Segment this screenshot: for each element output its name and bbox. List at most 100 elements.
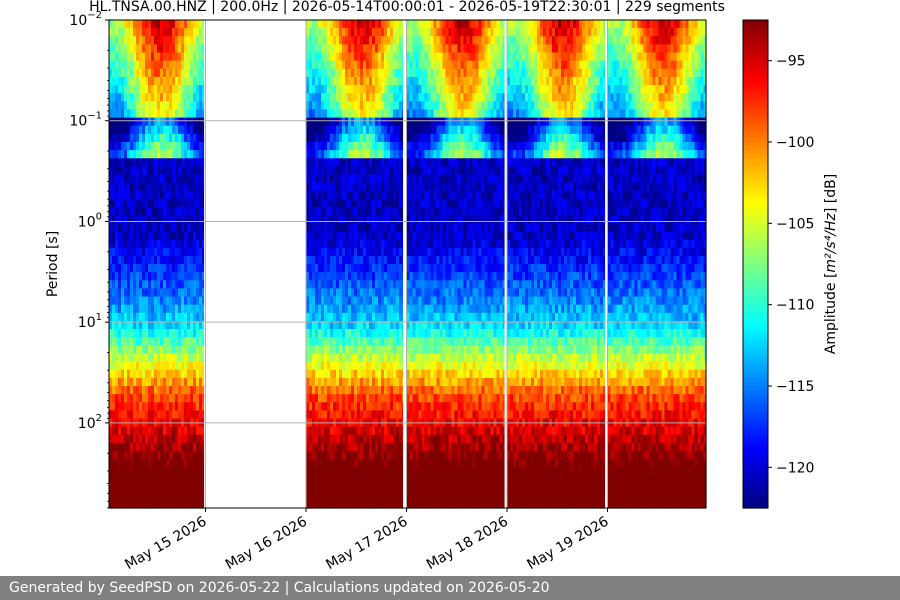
heatmap-cell xyxy=(323,304,328,314)
heatmap-cell xyxy=(163,44,167,54)
heatmap-cell xyxy=(323,312,328,322)
heatmap-cell xyxy=(430,207,435,216)
heatmap-cell xyxy=(448,93,453,102)
heatmap-cell xyxy=(356,52,361,62)
heatmap-cell xyxy=(314,280,319,289)
heatmap-cell xyxy=(127,483,131,493)
heatmap-cell xyxy=(427,337,432,346)
heatmap-cell xyxy=(356,345,361,355)
heatmap-cell xyxy=(130,255,134,265)
heatmap-cell xyxy=(175,36,179,45)
heatmap-cell xyxy=(392,207,397,216)
heatmap-cell xyxy=(347,394,352,403)
heatmap-cell xyxy=(433,166,438,176)
heatmap-cell xyxy=(166,369,170,379)
heatmap-cell xyxy=(163,410,167,420)
heatmap-cell xyxy=(433,483,438,493)
heatmap-cell xyxy=(311,190,316,200)
heatmap-cell xyxy=(335,320,340,330)
heatmap-cell xyxy=(380,296,385,306)
heatmap-cell xyxy=(139,20,143,29)
heatmap-cell xyxy=(130,442,134,452)
heatmap-cell xyxy=(154,68,158,78)
heatmap-cell xyxy=(368,142,373,151)
heatmap-cell xyxy=(374,28,379,37)
heatmap-cell xyxy=(314,133,319,143)
heatmap-cell xyxy=(332,215,337,224)
heatmap-cell xyxy=(335,402,340,411)
heatmap-cell xyxy=(166,353,170,363)
heatmap-cell xyxy=(178,264,182,273)
heatmap-cell xyxy=(136,337,140,346)
heatmap-cell xyxy=(350,182,355,192)
heatmap-cell xyxy=(166,312,170,322)
heatmap-cell xyxy=(350,483,355,493)
heatmap-cell xyxy=(311,483,316,493)
heatmap-cell xyxy=(350,264,355,273)
heatmap-cell xyxy=(133,198,137,208)
heatmap-cell xyxy=(457,125,462,135)
heatmap-cell xyxy=(436,255,441,265)
heatmap-cell xyxy=(160,52,164,62)
heatmap-cell xyxy=(439,76,444,86)
heatmap-cell xyxy=(320,451,325,460)
heatmap-cell xyxy=(151,133,155,143)
heatmap-cell xyxy=(169,125,173,135)
heatmap-cell xyxy=(112,337,116,346)
heatmap-cell xyxy=(445,451,450,460)
heatmap-cell xyxy=(142,475,146,485)
heatmap-cell xyxy=(151,467,155,477)
heatmap-cell xyxy=(454,231,459,241)
heatmap-cell xyxy=(139,223,143,233)
heatmap-cell xyxy=(398,361,403,371)
heatmap-cell xyxy=(329,475,334,485)
heatmap-cell xyxy=(374,377,379,387)
heatmap-cell xyxy=(350,101,355,111)
heatmap-cell xyxy=(145,158,149,167)
heatmap-cell xyxy=(329,207,334,216)
heatmap-cell xyxy=(163,288,167,298)
heatmap-cell xyxy=(377,101,382,111)
heatmap-cell xyxy=(448,320,453,330)
heatmap-cell xyxy=(305,158,310,167)
heatmap-cell xyxy=(163,150,167,159)
heatmap-cell xyxy=(311,158,316,167)
heatmap-cell xyxy=(335,223,340,233)
heatmap-cell xyxy=(347,101,352,111)
heatmap-cell xyxy=(457,182,462,192)
heatmap-cell xyxy=(109,320,113,330)
heatmap-cell xyxy=(380,264,385,273)
heatmap-cell xyxy=(451,483,456,493)
heatmap-cell xyxy=(457,304,462,314)
heatmap-cell xyxy=(187,410,191,420)
heatmap-cell xyxy=(338,402,343,411)
heatmap-cell xyxy=(145,28,149,37)
heatmap-cell xyxy=(445,158,450,167)
heatmap-cell xyxy=(178,475,182,485)
heatmap-cell xyxy=(320,337,325,346)
heatmap-cell xyxy=(433,190,438,200)
heatmap-cell xyxy=(338,353,343,363)
heatmap-cell xyxy=(380,190,385,200)
heatmap-cell xyxy=(383,451,388,460)
heatmap-cell xyxy=(124,499,128,509)
heatmap-cell xyxy=(445,304,450,314)
heatmap-cell xyxy=(160,491,164,501)
heatmap-cell xyxy=(448,109,453,119)
heatmap-cell xyxy=(118,312,122,322)
heatmap-cell xyxy=(374,85,379,94)
heatmap-cell xyxy=(184,369,188,379)
heatmap-cell xyxy=(305,109,310,119)
heatmap-cell xyxy=(124,459,128,468)
heatmap-cell xyxy=(454,125,459,135)
heatmap-cell xyxy=(424,320,429,330)
heatmap-cell xyxy=(305,491,310,501)
heatmap-cell xyxy=(169,255,173,265)
heatmap-cell xyxy=(448,158,453,167)
heatmap-cell xyxy=(436,215,441,224)
heatmap-cell xyxy=(142,345,146,355)
heatmap-cell xyxy=(412,239,417,249)
heatmap-cell xyxy=(362,369,367,379)
heatmap-cell xyxy=(383,133,388,143)
heatmap-cell xyxy=(172,85,176,94)
